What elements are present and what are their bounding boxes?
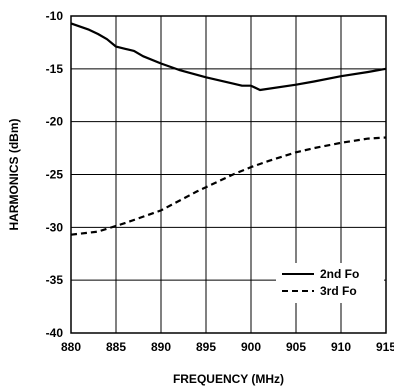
x-tick-label: 895 [196,340,216,354]
y-tick-label: -10 [46,9,64,23]
y-tick-label: -35 [46,273,64,287]
legend: 2nd Fo 3rd Fo [276,263,384,303]
x-tick-label: 915 [376,340,394,354]
x-tick-label: 880 [61,340,81,354]
x-axis-label: FREQUENCY (MHz) [173,372,284,386]
plot-frame [70,15,387,334]
legend-label-2nd-fo: 2nd Fo [320,267,359,281]
y-tick-label: -20 [46,115,64,129]
y-tick-label: -25 [46,168,64,182]
x-tick-label: 885 [106,340,126,354]
y-tick-label: -30 [46,220,64,234]
y-axis-ticks: -10 -15 -20 -25 -30 -35 -40 [46,9,64,340]
y-tick-label: -40 [46,326,64,340]
x-axis-ticks: 880 885 890 895 900 905 910 915 [61,340,394,354]
y-axis-label: HARMONICS (dBm) [7,119,21,231]
y-tick-label: -15 [46,62,64,76]
x-tick-label: 910 [331,340,351,354]
x-tick-label: 905 [286,340,306,354]
legend-box [276,263,384,303]
legend-label-3rd-fo: 3rd Fo [320,284,357,298]
series-layer [70,22,387,236]
x-tick-label: 900 [241,340,261,354]
series-line-3rd-fo [70,136,387,236]
series-line-2nd-fo [70,22,387,92]
x-tick-label: 890 [151,340,171,354]
